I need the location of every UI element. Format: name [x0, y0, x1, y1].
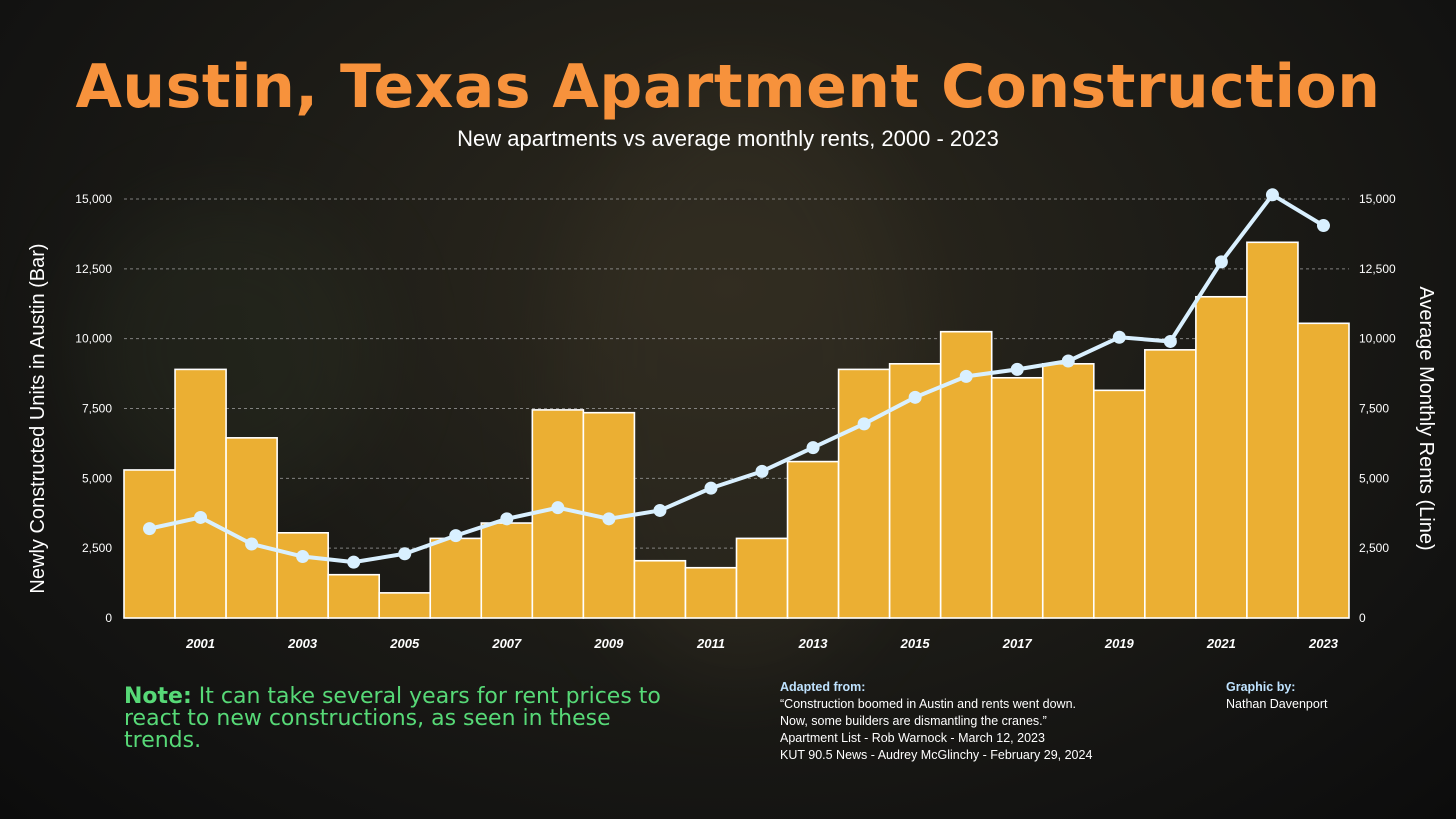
- data-point: [398, 547, 412, 561]
- data-point: [1316, 219, 1330, 233]
- data-point: [194, 510, 208, 524]
- data-point: [143, 522, 157, 536]
- x-tick-label: 2023: [1308, 636, 1339, 651]
- data-point: [806, 441, 820, 455]
- y-tick-label-right: 15,000: [1359, 192, 1396, 206]
- source-line: KUT 90.5 News - Audrey McGlinchy - Febru…: [780, 748, 1093, 762]
- y-tick-label-left: 0: [105, 611, 112, 625]
- source-line: Apartment List - Rob Warnock - March 12,…: [780, 731, 1045, 745]
- y-tick-label-right: 7,500: [1359, 402, 1389, 416]
- y-axis-title-right: Average Monthly Rents (Line): [1415, 286, 1437, 550]
- bar: [1144, 349, 1197, 619]
- bar: [1041, 363, 1095, 619]
- data-point: [1214, 255, 1228, 269]
- y-tick-label-left: 5,000: [82, 471, 112, 485]
- data-point: [245, 537, 259, 551]
- data-point: [1010, 362, 1024, 376]
- bar: [1092, 389, 1146, 619]
- data-point: [500, 512, 514, 526]
- data-point: [653, 503, 667, 517]
- y-tick-label-left: 7,500: [82, 402, 112, 416]
- y-axis-title-left: Newly Constructed Units in Austin (Bar): [27, 243, 49, 593]
- x-tick-label: 2007: [491, 636, 522, 651]
- data-point: [959, 369, 973, 383]
- line-series: [143, 188, 1330, 569]
- bar: [225, 437, 278, 619]
- bar: [786, 460, 840, 619]
- x-tick-label: 2001: [185, 636, 215, 651]
- note-body: It can take several years for rent price…: [124, 684, 661, 753]
- bar: [327, 573, 381, 619]
- x-tick-label: 2009: [593, 636, 624, 651]
- bar: [378, 592, 432, 619]
- data-point: [449, 529, 463, 543]
- y-tick-label-right: 10,000: [1359, 332, 1396, 346]
- y-tick-label-left: 10,000: [75, 332, 112, 346]
- bar: [837, 368, 891, 619]
- note-text: Note: It can take several years for rent…: [124, 686, 684, 752]
- x-tick-label: 2019: [1104, 636, 1135, 651]
- bar: [684, 566, 738, 619]
- source-line: Now, some builders are dismantling the c…: [780, 714, 1047, 728]
- x-tick-label: 2021: [1206, 636, 1236, 651]
- data-point: [755, 464, 769, 478]
- source-heading: Adapted from:: [780, 680, 866, 694]
- note-label: Note:: [124, 684, 192, 709]
- x-tick-label: 2005: [389, 636, 420, 651]
- x-tick-label: 2017: [1002, 636, 1033, 651]
- bar: [1246, 241, 1299, 619]
- x-tick-label: 2011: [696, 636, 725, 651]
- y-tick-label-right: 12,500: [1359, 262, 1396, 276]
- bar: [276, 532, 329, 619]
- bar: [1195, 295, 1248, 619]
- bar: [735, 537, 789, 619]
- data-point: [1163, 334, 1177, 348]
- credit-block: Graphic by: Nathan Davenport: [1226, 679, 1406, 713]
- chart-title: Austin, Texas Apartment Construction: [75, 52, 1381, 122]
- data-point: [1265, 188, 1279, 202]
- bar: [990, 376, 1044, 619]
- y-tick-label-right: 5,000: [1359, 471, 1389, 485]
- bar: [123, 469, 176, 619]
- x-tick-label: 2013: [798, 636, 829, 651]
- data-point: [857, 417, 871, 431]
- data-point: [704, 481, 718, 495]
- axis-layer: 0 0 2,500 2,500 5,000 5,000 7,500 7,500 10,000 10…: [27, 192, 1437, 651]
- y-tick-label-right: 0: [1359, 611, 1366, 625]
- bar: [480, 522, 534, 619]
- data-point: [1112, 330, 1126, 344]
- x-tick-label: 2015: [900, 636, 931, 651]
- y-tick-label-left: 12,500: [75, 262, 112, 276]
- credit-name: Nathan Davenport: [1226, 697, 1328, 711]
- y-tick-label-left: 2,500: [82, 541, 112, 555]
- rent-line: [149, 192, 1325, 565]
- data-point: [602, 512, 616, 526]
- source-line: “Construction boomed in Austin and rents…: [780, 697, 1077, 711]
- credit-heading: Graphic by:: [1226, 680, 1296, 694]
- data-point: [347, 555, 361, 569]
- chart-subtitle: New apartments vs average monthly rents,…: [457, 126, 999, 151]
- bar: [1297, 322, 1350, 619]
- x-tick-label: 2003: [287, 636, 318, 651]
- data-point: [908, 390, 922, 404]
- bar: [429, 537, 483, 619]
- source-block: Adapted from: “Construction boomed in Au…: [780, 679, 1180, 764]
- data-point: [1061, 354, 1075, 368]
- bar-series: [123, 241, 1350, 619]
- data-point: [296, 550, 310, 564]
- bar: [174, 368, 227, 619]
- y-tick-label-right: 2,500: [1359, 541, 1389, 555]
- data-point: [551, 501, 565, 515]
- y-tick-label-left: 15,000: [75, 192, 112, 206]
- bar: [633, 559, 687, 619]
